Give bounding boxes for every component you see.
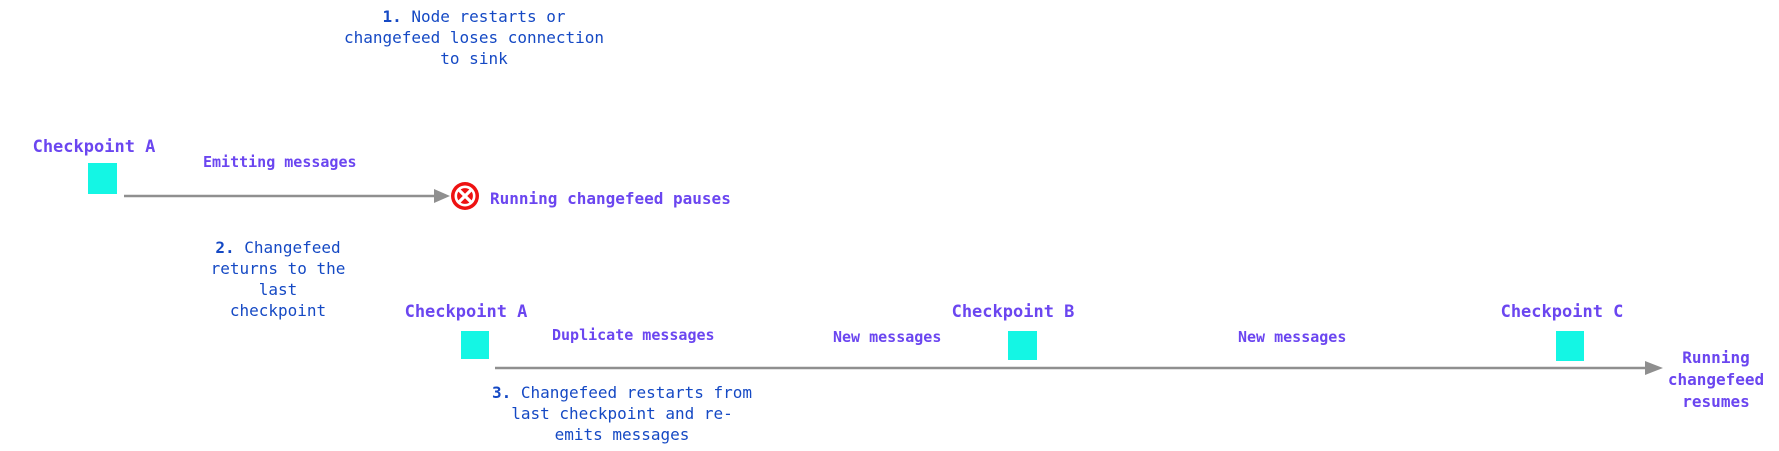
pause-error-icon xyxy=(451,182,479,210)
changefeed-resumes-label: Running changefeed resumes xyxy=(1667,348,1765,411)
timeline-2-arrow xyxy=(495,361,1663,375)
checkpoint-a-marker xyxy=(88,163,117,194)
emitting-messages-label: Emitting messages xyxy=(203,153,357,171)
step-3-text: Changefeed restarts from last checkpoint… xyxy=(511,383,753,444)
new-messages-label-2: New messages xyxy=(1238,328,1347,346)
annotation-step-3: 3. Changefeed restarts from last checkpoi… xyxy=(462,382,782,445)
timeline-1-arrow xyxy=(124,189,450,203)
checkpoint-a-label: Checkpoint A xyxy=(32,137,156,157)
step-3-number: 3. xyxy=(491,383,512,402)
checkpoint-a-resume-label: Checkpoint A xyxy=(404,302,528,322)
checkpoint-b-label: Checkpoint B xyxy=(951,302,1075,322)
step-1-text: Node restarts or changefeed loses connec… xyxy=(343,7,605,68)
checkpoint-c-marker xyxy=(1556,331,1584,361)
annotation-step-2: 2. Changefeed returns to the last checkpo… xyxy=(168,237,388,321)
new-messages-label-1: New messages xyxy=(833,328,942,346)
checkpoint-b-marker xyxy=(1008,331,1037,360)
duplicate-messages-label: Duplicate messages xyxy=(552,326,715,344)
changefeed-pauses-label: Running changefeed pauses xyxy=(490,189,731,208)
checkpoint-c-label: Checkpoint C xyxy=(1500,302,1624,322)
checkpoint-a-resume-marker xyxy=(461,331,489,359)
annotation-step-1: 1. Node restarts or changefeed loses conn… xyxy=(314,6,634,69)
step-2-text: Changefeed returns to the last checkpoin… xyxy=(210,238,346,320)
step-2-number: 2. xyxy=(215,238,235,257)
step-1-number: 1. xyxy=(382,7,402,26)
